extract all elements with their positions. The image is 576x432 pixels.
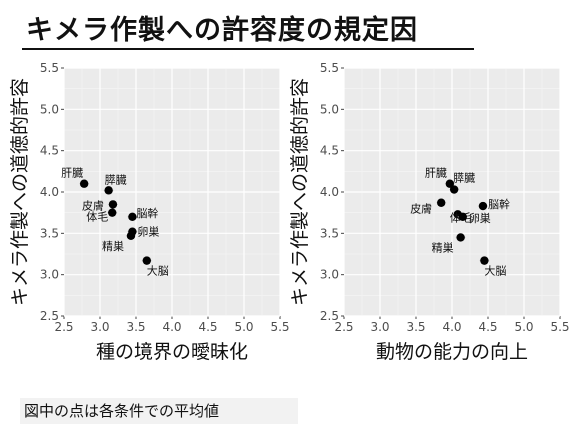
y-tick-label: 3.5 xyxy=(40,226,59,240)
point-label: 卵巣 xyxy=(469,212,491,225)
x-tick-label: 3.5 xyxy=(126,320,145,334)
x-tick-label: 5.5 xyxy=(270,320,289,334)
chart-panel-1: 2.5 3.0 3.5 4.0 4.5 5.0 5.5 2.5 3.0 3.5 4.0 4.5 5.0 5… xyxy=(9,61,290,363)
x-axis-title: 動物の能力の向上 xyxy=(376,341,528,363)
x-tick-label: 4.5 xyxy=(478,320,497,334)
x-tick-label: 5.0 xyxy=(234,320,253,334)
point-label: 大脳 xyxy=(147,264,169,278)
chart-panel-2: 2.5 3.0 3.5 4.0 4.5 5.0 5.5 2.5 3.0 3.5 4.0 4.5 5.0 5… xyxy=(289,61,570,363)
footnote: 図中の点は各条件での平均値 xyxy=(20,398,298,424)
y-tick-label: 2.5 xyxy=(320,309,339,323)
y-tick-label: 5.5 xyxy=(320,61,339,75)
y-tick-label: 5.0 xyxy=(320,102,339,116)
y-tick-label: 5.5 xyxy=(40,61,59,75)
data-point xyxy=(478,201,488,211)
x-tick-label: 4.0 xyxy=(442,320,461,334)
data-point xyxy=(108,200,118,209)
point-label: 膵臓 xyxy=(105,173,127,186)
point-label: 脳幹 xyxy=(488,197,510,211)
data-point xyxy=(108,208,117,217)
y-tick-label: 4.0 xyxy=(40,185,59,199)
data-point xyxy=(126,231,136,241)
point-label: 体毛 xyxy=(86,210,108,224)
x-tick-label: 3.0 xyxy=(90,320,109,334)
x-axis-title: 種の境界の曖昧化 xyxy=(96,341,248,363)
page-title: キメラ作製への許容度の規定因 xyxy=(26,15,418,46)
x-tick-label: 3.0 xyxy=(370,320,389,334)
point-label: 皮膚 xyxy=(410,202,432,216)
y-tick-label: 5.0 xyxy=(40,102,59,116)
data-point xyxy=(437,198,446,207)
data-point xyxy=(480,256,489,265)
y-tick-label: 3.5 xyxy=(320,226,339,240)
x-tick-label: 3.5 xyxy=(406,320,425,334)
data-point xyxy=(458,212,467,221)
x-tick-label: 5.0 xyxy=(514,320,533,334)
y-tick-label: 2.5 xyxy=(40,309,59,323)
data-point xyxy=(128,212,137,221)
data-point xyxy=(104,186,113,195)
data-point xyxy=(445,179,455,188)
point-label: 卵巣 xyxy=(137,226,159,239)
y-tick-label: 3.0 xyxy=(320,268,339,282)
charts-area: 2.5 3.0 3.5 4.0 4.5 5.0 5.5 2.5 3.0 3.5 4.0 4.5 5.0 5… xyxy=(9,61,570,363)
point-label: 膵臓 xyxy=(453,172,475,185)
point-label: 肝臓 xyxy=(61,167,83,180)
y-tick-label: 3.0 xyxy=(40,268,59,282)
point-label: 肝臓 xyxy=(425,167,447,180)
point-label: 大脳 xyxy=(484,264,506,278)
y-tick-label: 4.5 xyxy=(40,144,59,158)
data-point xyxy=(142,256,151,265)
x-tick-label: 4.0 xyxy=(162,320,181,334)
x-tick-label: 4.5 xyxy=(198,320,217,334)
data-point xyxy=(449,185,459,194)
y-axis-title: キメラ作製への道徳的許容 xyxy=(289,78,311,306)
point-label: 精巣 xyxy=(102,240,124,253)
y-tick-label: 4.0 xyxy=(320,185,339,199)
x-tick-label: 2.5 xyxy=(334,320,353,334)
x-tick-label: 2.5 xyxy=(54,320,73,334)
point-label: 精巣 xyxy=(432,241,454,254)
x-tick-label: 5.5 xyxy=(550,320,569,334)
title-underline xyxy=(22,48,474,50)
y-tick-label: 4.5 xyxy=(320,144,339,158)
y-axis-title: キメラ作製への道徳的許容 xyxy=(9,78,31,306)
data-point xyxy=(79,179,89,188)
point-label: 皮膚 xyxy=(82,198,104,212)
point-label: 脳幹 xyxy=(136,206,158,220)
data-point xyxy=(456,233,465,242)
